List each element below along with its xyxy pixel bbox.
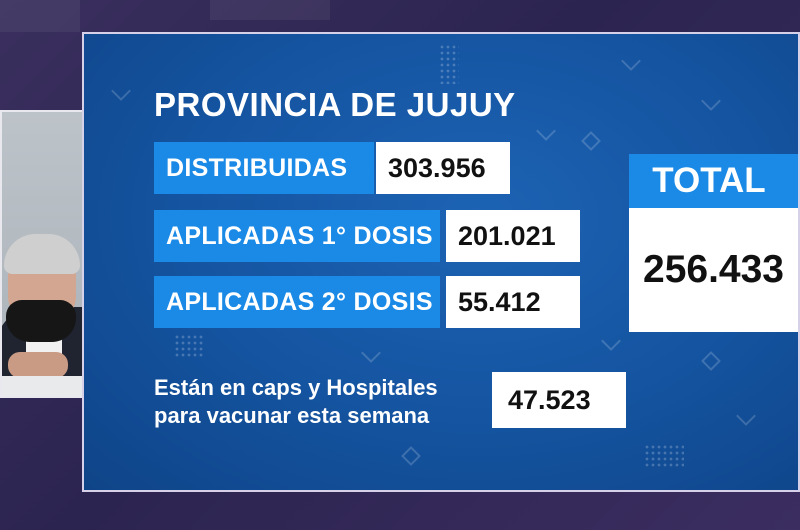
chevron-decor-icon [621,51,641,71]
diamond-decor-icon [701,351,721,371]
stat-row-distribuidas: DISTRIBUIDAS 303.956 [154,142,514,194]
stat-label: APLICADAS 2° DOSIS [154,276,440,328]
pending-value: 47.523 [492,372,626,428]
chevron-decor-icon [361,343,381,363]
chevron-decor-icon [701,91,721,111]
total-label: TOTAL [629,154,798,208]
diamond-decor-icon [581,131,601,151]
dot-grid-decor-icon [644,444,684,468]
stat-value: 303.956 [376,142,510,194]
chevron-decor-icon [736,406,756,426]
stat-value: 55.412 [446,276,580,328]
stat-row-aplicadas-1: APLICADAS 1° DOSIS 201.021 [154,210,584,262]
pending-line-1: Están en caps y Hospitales [154,375,438,400]
face-mask [6,300,76,342]
vaccination-board: PROVINCIA DE JUJUY DISTRIBUIDAS 303.956 … [82,32,800,492]
stat-value: 201.021 [446,210,580,262]
stat-row-aplicadas-2: APLICADAS 2° DOSIS 55.412 [154,276,584,328]
diamond-decor-icon [401,446,421,466]
pending-line-2: para vacunar esta semana [154,403,430,428]
chevron-decor-icon [601,331,621,351]
stat-label: DISTRIBUIDAS [154,142,374,194]
pending-description: Están en caps y Hospitales para vacunar … [154,374,438,430]
dot-grid-decor-icon [439,44,459,84]
dot-grid-decor-icon [174,334,204,358]
province-title: PROVINCIA DE JUJUY [154,86,516,123]
stat-label: APLICADAS 1° DOSIS [154,210,440,262]
background-panel [0,0,80,32]
chevron-decor-icon [536,121,556,141]
background-panel [210,0,330,20]
total-value: 256.433 [629,208,798,332]
chevron-decor-icon [111,81,131,101]
